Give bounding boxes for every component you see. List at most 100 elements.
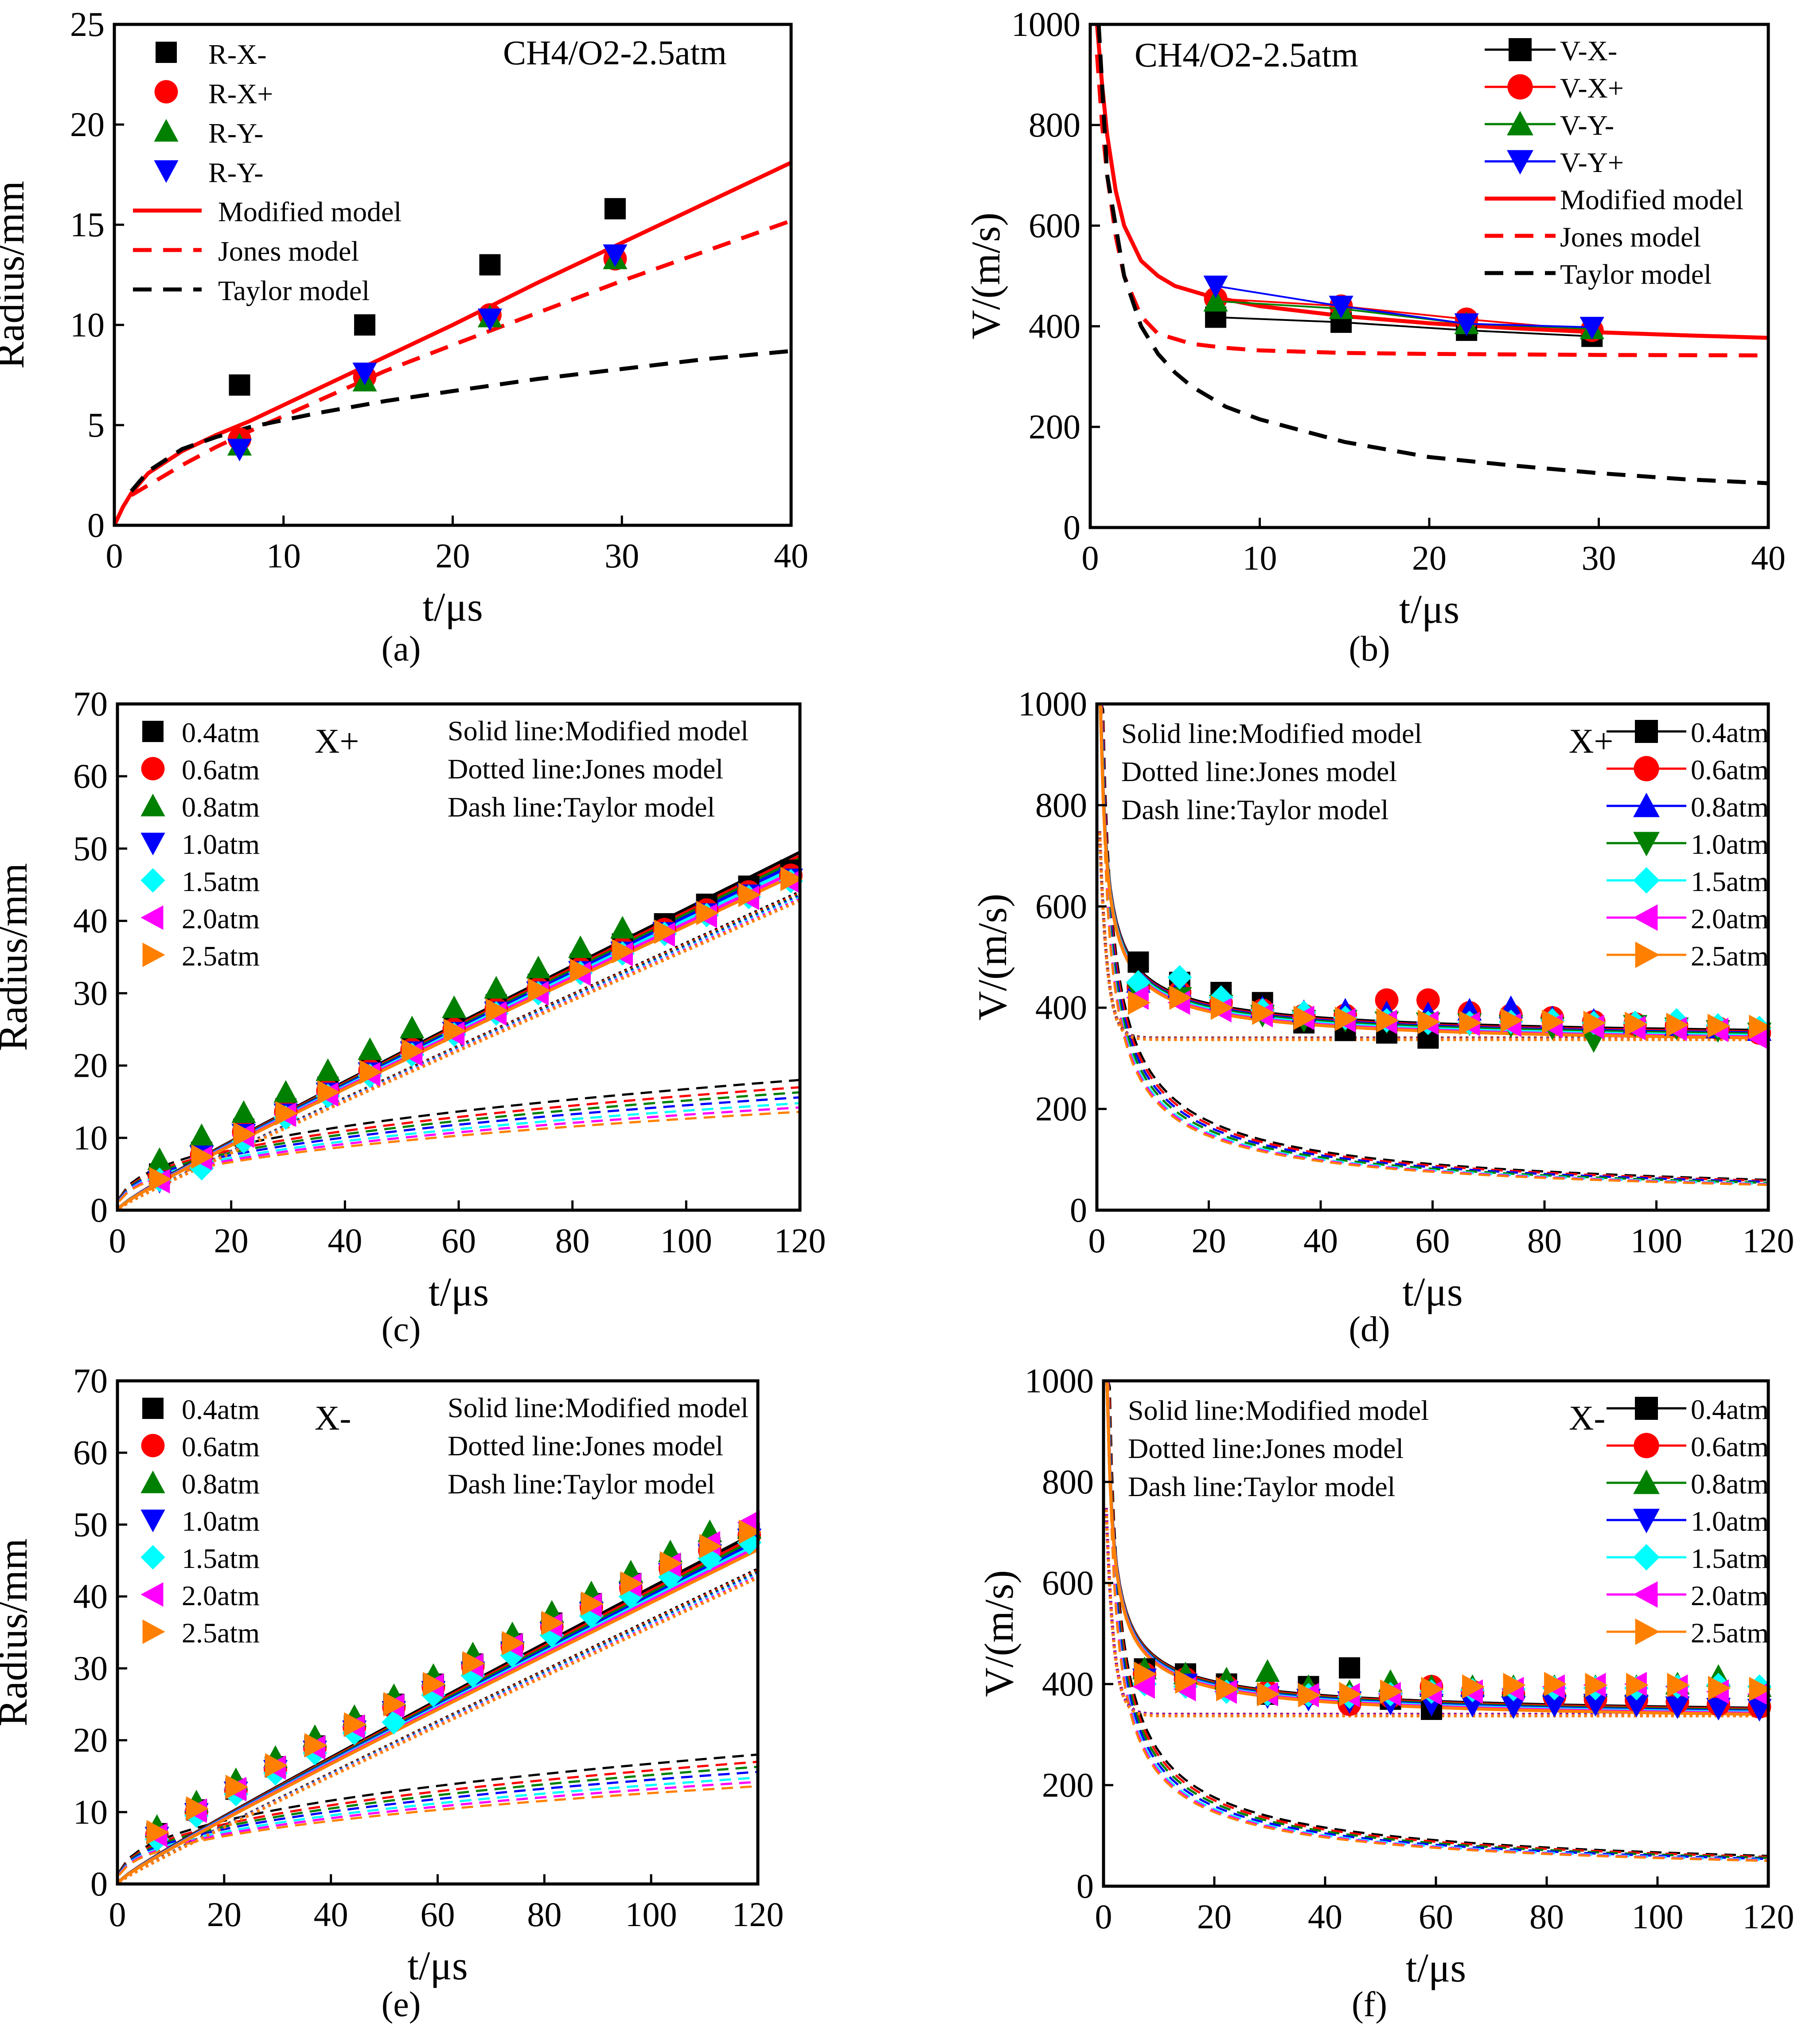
legend-label: V-X-	[1560, 35, 1617, 66]
data-point	[528, 978, 551, 1003]
y-tick-label: 40	[73, 901, 108, 940]
modified-curve-2-0atm	[1105, 1381, 1768, 1715]
data-point	[358, 1037, 382, 1060]
data-point	[1665, 1696, 1690, 1719]
data-point	[1459, 1010, 1482, 1036]
y-tick-label: 800	[1042, 1462, 1094, 1501]
data-point	[1210, 995, 1233, 1020]
data-point	[620, 1571, 644, 1596]
y-tick-label: 60	[73, 757, 108, 795]
data-point	[1127, 951, 1149, 973]
legend-label: 2.5atm	[1691, 1617, 1769, 1649]
x-axis-label: t/μs	[1402, 1269, 1462, 1314]
legend-label: 0.8atm	[182, 791, 260, 823]
x-tick-label: 120	[1743, 1897, 1794, 1936]
modified-curve-0-4atm	[1099, 704, 1768, 1032]
legend-label: V-Y+	[1560, 147, 1624, 178]
taylor-curve-1-0atm	[118, 1096, 800, 1201]
data-point	[1335, 1006, 1358, 1031]
panel-caption: (c)	[382, 1310, 421, 1349]
y-tick-label: 10	[73, 1118, 108, 1157]
legend-marker	[1507, 111, 1533, 136]
y-tick-label: 800	[1035, 786, 1087, 824]
data-point	[502, 1631, 525, 1656]
legend-marker	[142, 1398, 164, 1419]
legend-marker	[156, 42, 177, 63]
modified-curve-1-0atm	[1099, 704, 1768, 1036]
legend-marker	[1633, 904, 1658, 931]
data-point	[462, 1651, 485, 1676]
data-point	[660, 1551, 683, 1576]
line-style-note: Solid line:Modified model	[448, 715, 749, 746]
y-tick-label: 50	[73, 1505, 108, 1544]
x-tick-label: 40	[774, 536, 808, 575]
data-point	[1747, 1026, 1770, 1051]
data-point	[1667, 1673, 1690, 1697]
data-point	[265, 1753, 288, 1778]
data-point	[1339, 1657, 1360, 1679]
y-tick-label: 400	[1042, 1665, 1094, 1703]
data-point	[1749, 1677, 1772, 1701]
data-point	[229, 374, 250, 396]
data-point	[317, 1080, 340, 1105]
legend-label: 0.6atm	[1691, 1431, 1769, 1462]
series-2-5atm-6	[1127, 985, 1772, 1040]
data-point	[612, 939, 635, 964]
x-tick-label: 40	[1303, 1221, 1338, 1260]
taylor-curve-0-4atm	[118, 1753, 758, 1873]
taylor-curve-0-6atm	[1106, 1381, 1768, 1858]
data-point	[1501, 1696, 1526, 1719]
plot-area	[114, 160, 791, 525]
x-tick-label: 20	[1412, 539, 1447, 577]
series-2-5atm-6	[1134, 1661, 1772, 1708]
y-tick-label: 40	[73, 1577, 108, 1615]
curve-jones-model	[130, 219, 791, 497]
y-tick-label: 30	[73, 974, 108, 1012]
y-tick-label: 0	[1063, 508, 1080, 547]
chart-c: 0 20 40 60 80 100 120 0 10 20 30 40 50 60 70 t/μs Radius…	[0, 684, 826, 1349]
legend: 0.4atm 0.6atm 0.8atm 1.0atm 1.5atm 2.0atm 2.5a…	[140, 715, 749, 972]
legend-label: Taylor model	[1560, 258, 1712, 290]
x-tick-label: 120	[732, 1895, 784, 1934]
legend-label: 2.5atm	[1691, 940, 1769, 972]
legend-marker	[1509, 38, 1532, 61]
x-tick-label: 0	[1082, 539, 1099, 577]
y-tick-label: 0	[90, 1191, 108, 1229]
y-tick-label: 200	[1042, 1766, 1094, 1804]
legend-label: 0.6atm	[1691, 754, 1769, 786]
legend-label: V-X+	[1560, 72, 1624, 104]
legend-marker	[140, 1582, 164, 1607]
legend-label: R-Y-	[208, 117, 263, 149]
legend-label: Jones model	[218, 235, 359, 267]
data-point	[1666, 1012, 1689, 1037]
legend-label: R-X+	[208, 78, 273, 109]
x-tick-label: 20	[207, 1895, 242, 1934]
legend-marker	[1634, 1433, 1659, 1458]
data-point	[1706, 1698, 1731, 1721]
legend-label: 1.0atm	[182, 1505, 260, 1537]
legend-label: 1.5atm	[182, 866, 260, 897]
legend-label: 1.5atm	[1691, 1543, 1769, 1574]
series-0-8atm-2	[147, 916, 635, 1170]
y-tick-label: 15	[70, 205, 105, 244]
y-tick-label: 200	[1035, 1090, 1087, 1128]
data-point	[1175, 1669, 1198, 1694]
legend-label: R-X-	[208, 39, 267, 70]
data-point	[1583, 1010, 1606, 1036]
x-tick-label: 30	[604, 536, 639, 575]
legend-marker	[140, 868, 165, 893]
modified-curve-0-8atm	[1105, 1381, 1768, 1712]
y-tick-label: 10	[70, 305, 105, 344]
taylor-curve-2-5atm	[118, 1110, 800, 1202]
modified-curve-0-8atm	[1099, 704, 1768, 1035]
modified-curve-1-5atm	[1099, 704, 1768, 1037]
line-style-note: Dash line:Taylor model	[448, 791, 715, 823]
data-point	[1585, 1673, 1608, 1697]
data-point	[359, 1059, 382, 1084]
x-axis-label: t/μs	[1406, 1945, 1466, 1990]
legend-marker	[1635, 942, 1660, 968]
jones-curve-2-5atm	[1098, 832, 1768, 1041]
data-point	[1542, 1695, 1567, 1718]
x-tick-label: 30	[1582, 539, 1616, 577]
